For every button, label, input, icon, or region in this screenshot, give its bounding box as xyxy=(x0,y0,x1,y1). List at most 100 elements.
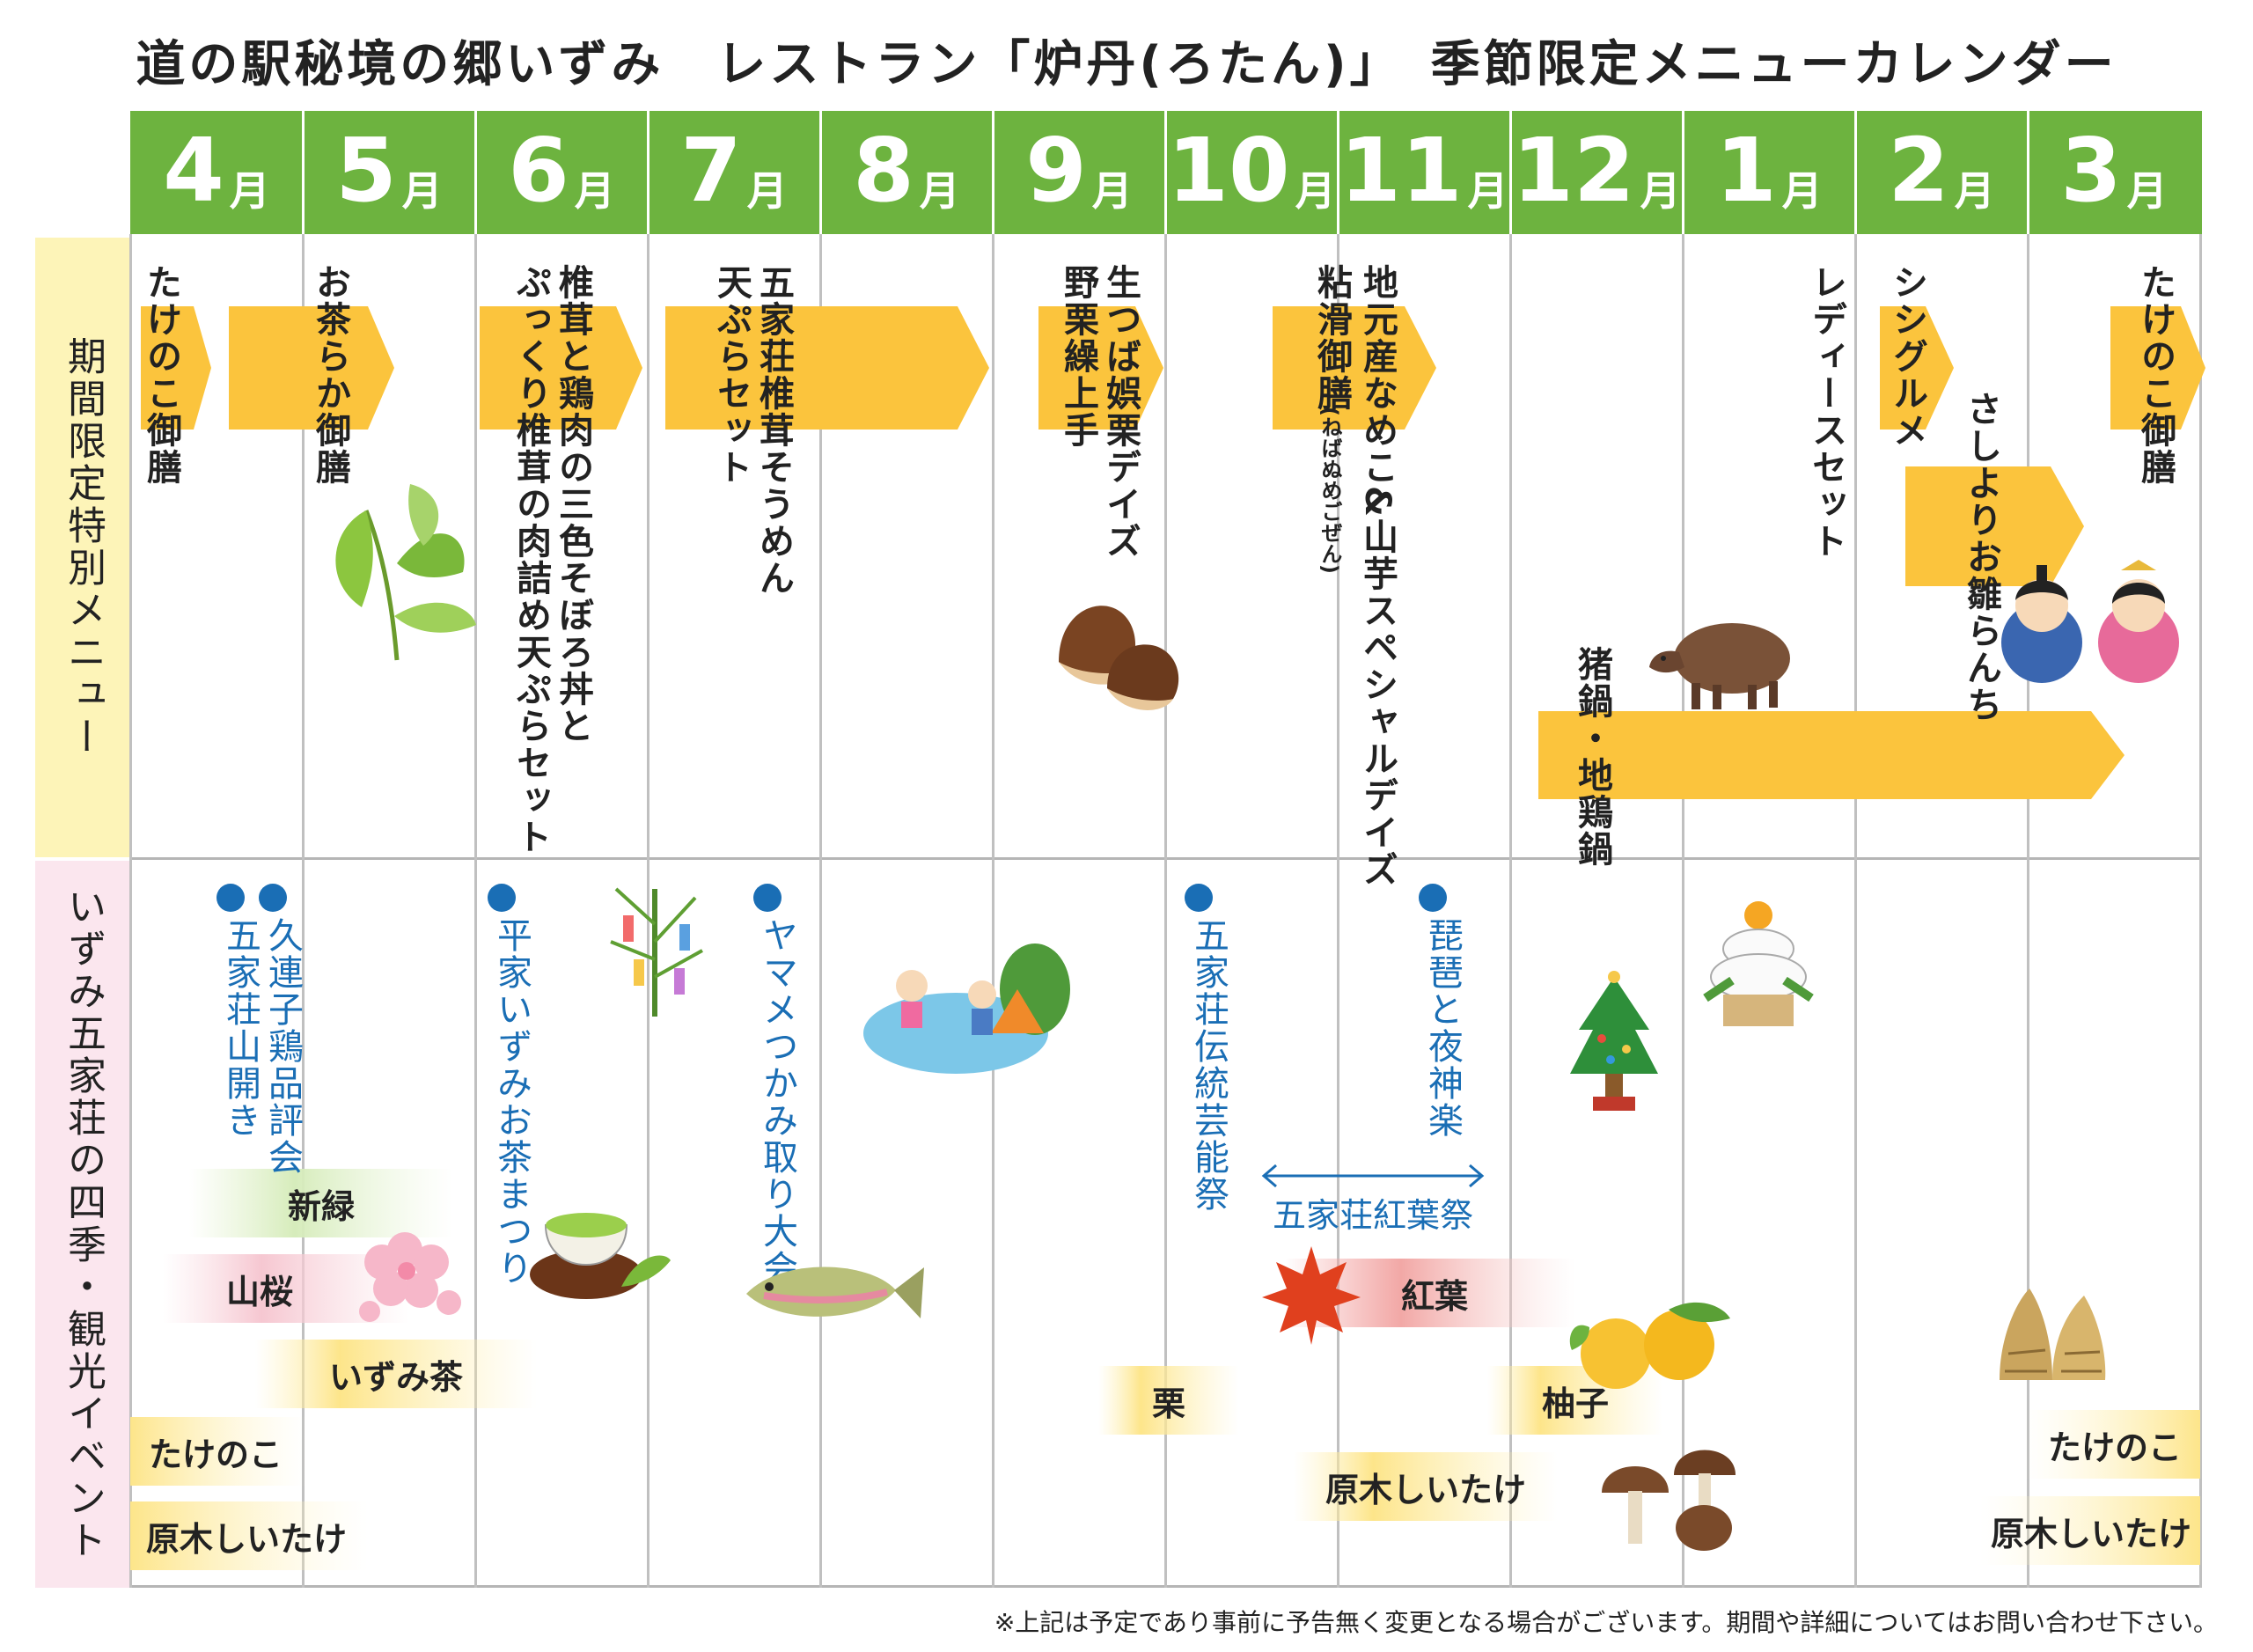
menu-inoshishi: 猪鍋・地鶏鍋 xyxy=(1572,646,1612,868)
season-band xyxy=(255,1340,537,1408)
season-band xyxy=(1294,1452,1558,1521)
event-dot xyxy=(1419,884,1447,912)
month-separator xyxy=(992,111,994,234)
month-unit: 月 xyxy=(2126,167,2168,215)
season-koyo: 紅葉 xyxy=(1400,1276,1468,1316)
month-separator xyxy=(302,111,305,234)
menu-shishi: シシグルメ xyxy=(1887,264,1927,449)
event-kurenko: 久連子鶏品評会 xyxy=(262,917,303,1176)
tanabata-bamboo-icon xyxy=(610,887,703,1017)
month-separator xyxy=(647,111,649,234)
season-genboku-spring: 原木しいたけ xyxy=(145,1519,347,1559)
event-dot xyxy=(216,884,245,912)
season-band xyxy=(2024,1410,2200,1479)
month-number: 7 xyxy=(680,119,742,222)
month-unit: 月 xyxy=(229,167,270,215)
menu-nameko-line1: 地元産なめこ&山芋スペシャルデイズ xyxy=(1357,264,1398,888)
month-separator xyxy=(1854,111,1857,234)
season-izumicha: いずみ茶 xyxy=(328,1357,463,1397)
menu-takenoko-apr: たけのこ御膳 xyxy=(141,264,181,486)
month-oct: 10 月 xyxy=(1165,111,1338,234)
season-yamazakura: 山桜 xyxy=(225,1272,293,1311)
month-separator xyxy=(2027,111,2029,234)
menu-shiitake-line2: ぷっくり椎茸の肉詰め天ぷらセット xyxy=(510,264,551,855)
month-separator xyxy=(1337,111,1339,234)
menu-ocharaka: お茶らか御膳 xyxy=(310,264,350,486)
cherry-blossom-icon xyxy=(359,1232,461,1322)
season-band xyxy=(130,1417,306,1486)
season-band xyxy=(130,1501,368,1570)
month-separator xyxy=(819,111,822,234)
event-dot xyxy=(1185,884,1213,912)
bamboo-shoot-icon xyxy=(2000,1289,2106,1380)
grid-line xyxy=(302,234,305,1588)
month-unit: 月 xyxy=(1954,167,1995,215)
grid-line xyxy=(1509,234,1512,1588)
season-takenoko-spring: たけのこ xyxy=(148,1435,283,1474)
event-yamame: ヤマメつかみ取り大会 xyxy=(757,917,797,1287)
riverside-camping-icon xyxy=(863,943,1070,1074)
event-dot xyxy=(259,884,287,912)
season-genboku-autumn: 原木しいたけ xyxy=(1325,1470,1526,1509)
month-number: 12 xyxy=(1512,119,1635,222)
month-unit: 月 xyxy=(401,167,443,215)
tea-leaf-icon xyxy=(335,484,476,661)
kagami-mochi-icon xyxy=(1703,901,1814,1026)
month-number: 10 xyxy=(1167,119,1290,222)
green-tea-icon xyxy=(530,1213,671,1299)
month-unit: 月 xyxy=(574,167,615,215)
month-unit: 月 xyxy=(919,167,960,215)
menu-gokanoso-line2: 天ぷらセット xyxy=(711,264,752,486)
menu-arrow xyxy=(229,306,394,430)
menu-sashiyori: さしよりお雛らんち xyxy=(1961,391,2001,723)
section-label: 期間限定特別メニュー xyxy=(61,336,106,759)
grid-line xyxy=(474,234,477,1588)
month-number: 1 xyxy=(1715,119,1777,222)
menu-takenoko-mar: たけのこ御膳 xyxy=(2135,264,2176,486)
season-genboku-mar: 原木しいたけ xyxy=(1990,1514,2191,1553)
season-shinryoku: 新緑 xyxy=(287,1186,355,1226)
menu-arrow xyxy=(2110,306,2205,430)
month-unit: 月 xyxy=(1640,167,1681,215)
month-separator xyxy=(1164,111,1167,234)
month-unit: 月 xyxy=(746,167,788,215)
grid-line xyxy=(1682,234,1684,1588)
month-nov: 11 月 xyxy=(1338,111,1510,234)
menu-arrow xyxy=(141,306,211,430)
event-yamabiraki: 五家荘山開き xyxy=(220,917,261,1139)
yamame-fish-icon xyxy=(746,1267,924,1318)
season-takenoko-mar: たけのこ xyxy=(2047,1428,2182,1467)
menu-arrow xyxy=(1538,711,2125,799)
footnote: ※上記は予定であり事前に予告無く変更となる場合がございます。期間や詳細については… xyxy=(994,1608,2218,1637)
menu-gokanoso-line1: 五家荘椎茸そうめん xyxy=(753,264,794,597)
shiitake-icon xyxy=(1602,1450,1736,1551)
menu-chestnut-line1: 生つば娯栗デイズ xyxy=(1100,264,1141,560)
event-dot xyxy=(488,884,516,912)
section-label: いずみ五家荘の四季・観光イベント xyxy=(61,886,106,1562)
month-number: 5 xyxy=(335,119,397,222)
page-title: 道の駅秘境の郷いずみ レストラン「炉丹(ろたん)」 季節限定メニューカレンダー xyxy=(136,36,2117,93)
hina-dolls-icon xyxy=(2001,560,2179,683)
menu-arrow xyxy=(480,306,642,430)
season-yuzu: 柚子 xyxy=(1541,1384,1609,1423)
month-separator xyxy=(1509,111,1512,234)
menu-arrow xyxy=(665,306,989,430)
event-dot xyxy=(753,884,782,912)
menu-chestnut-line2: 野栗繰上手 xyxy=(1058,264,1098,449)
season-band xyxy=(1980,1496,2200,1565)
season-kuri: 栗 xyxy=(1151,1384,1185,1423)
month-number: 9 xyxy=(1025,119,1087,222)
menu-ladies: レディースセット xyxy=(1806,264,1846,560)
grid-line xyxy=(2027,234,2029,1588)
grid-line xyxy=(129,234,132,1588)
menu-arrow xyxy=(1905,466,2084,586)
grid-line xyxy=(1854,234,1857,1588)
month-number: 4 xyxy=(163,119,224,222)
